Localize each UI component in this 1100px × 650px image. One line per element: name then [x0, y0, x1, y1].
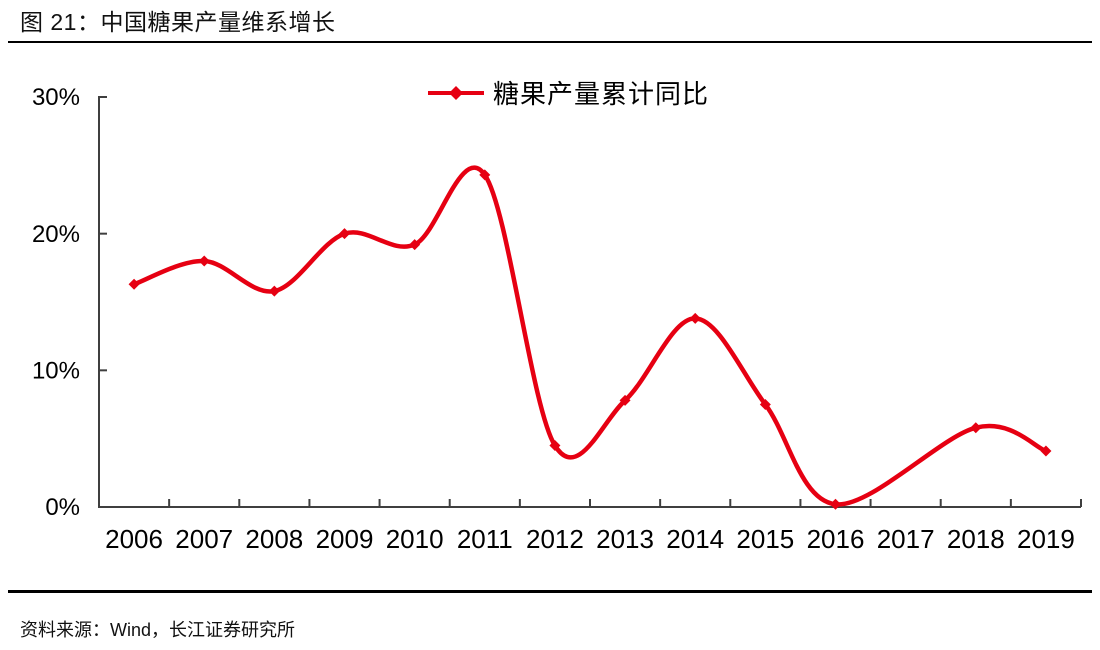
y-axis-label: 30%	[32, 84, 80, 111]
data-point-marker	[128, 278, 140, 290]
x-axis-label: 2015	[736, 524, 794, 554]
data-point-marker	[549, 440, 561, 451]
x-axis-label: 2014	[666, 524, 724, 554]
x-axis-label: 2011	[457, 524, 513, 554]
data-point-marker	[689, 312, 701, 324]
data-point-marker	[339, 228, 350, 240]
data-point-marker	[1040, 445, 1052, 457]
x-axis-label: 2013	[596, 524, 654, 554]
x-axis-label: 2006	[105, 524, 163, 554]
x-axis-label: 2008	[245, 524, 303, 554]
y-axis-label: 20%	[32, 221, 80, 248]
source-note: 资料来源：Wind，长江证券研究所	[20, 620, 296, 640]
x-axis-label: 2012	[526, 524, 584, 554]
legend-line-marker-icon	[428, 85, 484, 100]
x-axis-label: 2018	[947, 524, 1005, 554]
x-axis-label: 2010	[386, 524, 444, 554]
y-axis-label: 10%	[32, 357, 80, 384]
data-point-marker	[198, 255, 210, 267]
footer-divider	[8, 590, 1092, 593]
x-axis-label: 2016	[807, 524, 865, 554]
x-axis-label: 2009	[316, 524, 374, 554]
x-axis-label: 2007	[175, 524, 233, 554]
x-axis-label: 2019	[1017, 524, 1075, 554]
x-axis-label: 2017	[877, 524, 935, 554]
chart-legend: 糖果产量累计同比	[427, 74, 709, 111]
data-point-marker	[830, 498, 841, 510]
y-axis-label: 0%	[45, 494, 80, 521]
data-point-marker	[268, 285, 280, 297]
data-point-marker	[759, 399, 771, 410]
data-point-marker	[970, 422, 982, 434]
data-point-marker	[409, 239, 421, 251]
figure-title: 图 21：中国糖果产量维系增长	[20, 9, 336, 35]
data-point-marker	[479, 169, 491, 181]
title-divider	[8, 41, 1092, 43]
series-line	[131, 165, 1049, 507]
legend-label: 糖果产量累计同比	[493, 79, 710, 109]
data-point-marker	[619, 394, 631, 406]
